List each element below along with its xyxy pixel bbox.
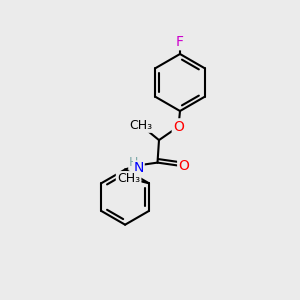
Text: CH₃: CH₃ — [117, 172, 140, 185]
Text: CH₃: CH₃ — [129, 118, 153, 132]
Text: N: N — [134, 161, 144, 175]
Text: F: F — [176, 35, 184, 49]
Text: O: O — [178, 159, 189, 172]
Text: H: H — [129, 156, 138, 169]
Text: O: O — [173, 120, 184, 134]
